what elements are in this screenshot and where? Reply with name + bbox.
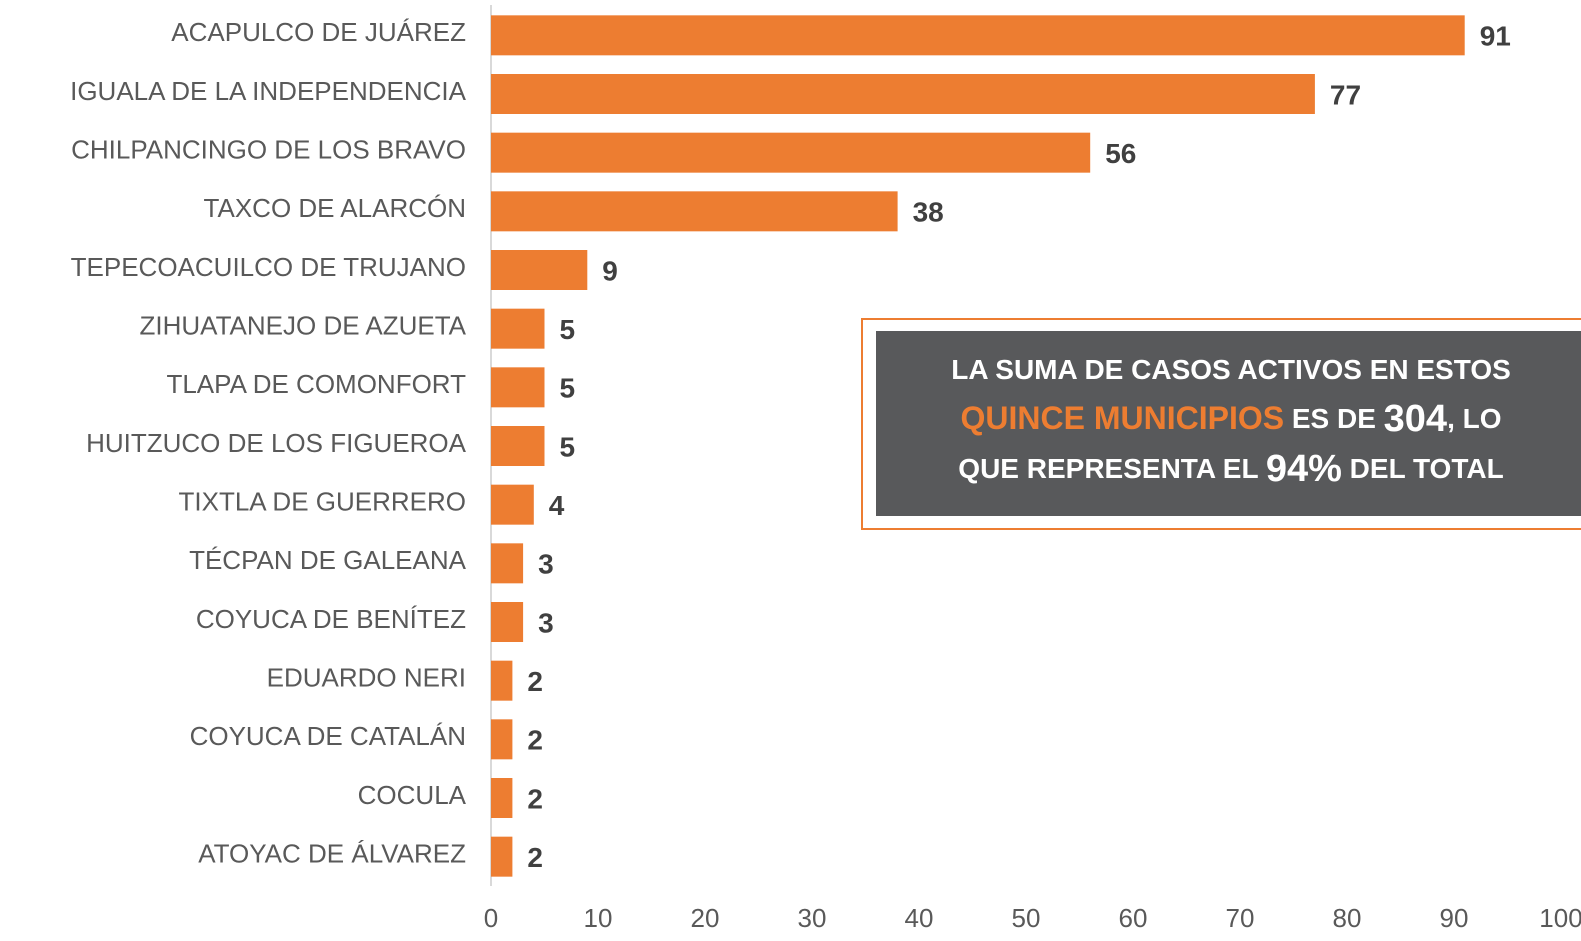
x-tick-label: 50 xyxy=(1012,903,1041,933)
bar xyxy=(491,308,545,349)
y-tick-label: HUITZUCO DE LOS FIGUEROA xyxy=(86,428,467,458)
y-tick-label: CHILPANCINGO DE LOS BRAVO xyxy=(71,135,466,165)
value-label: 5 xyxy=(560,431,576,462)
x-tick-label: 30 xyxy=(798,903,827,933)
bar xyxy=(491,484,534,525)
y-tick-label: TÉCPAN DE GALEANA xyxy=(189,545,467,575)
bar xyxy=(491,367,545,408)
bar xyxy=(491,191,898,232)
x-tick-label: 20 xyxy=(691,903,720,933)
value-label: 3 xyxy=(538,607,554,638)
annotation-number: 94% xyxy=(1266,448,1342,490)
bar xyxy=(491,426,545,466)
bar xyxy=(491,836,513,877)
y-tick-label: ATOYAC DE ÁLVAREZ xyxy=(198,839,466,869)
value-label: 2 xyxy=(527,783,543,814)
annotation-line: LA SUMA DE CASOS ACTIVOS EN ESTOS xyxy=(951,354,1511,385)
value-label: 4 xyxy=(549,490,565,521)
value-label: 2 xyxy=(527,725,543,756)
y-tick-label: TIXTLA DE GUERRERO xyxy=(179,487,467,517)
annotation-line: QUE REPRESENTA EL 94% DEL TOTAL xyxy=(958,448,1503,490)
bar xyxy=(491,778,513,818)
y-tick-label: COYUCA DE CATALÁN xyxy=(190,721,466,751)
value-label: 5 xyxy=(560,373,576,404)
annotation-box xyxy=(876,331,1581,516)
annotation-text: QUE REPRESENTA EL xyxy=(958,453,1266,484)
value-label: 56 xyxy=(1105,138,1136,169)
y-tick-label: COCULA xyxy=(358,780,467,810)
value-label: 2 xyxy=(527,666,543,697)
bar xyxy=(491,15,1465,56)
annotation-line: QUINCE MUNICIPIOS ES DE 304, LO xyxy=(960,398,1501,440)
value-label: 3 xyxy=(538,549,554,580)
x-tick-label: 70 xyxy=(1226,903,1255,933)
y-tick-label: COYUCA DE BENÍTEZ xyxy=(196,604,466,634)
y-tick-label: EDUARDO NERI xyxy=(267,663,466,693)
bar xyxy=(491,250,588,290)
x-tick-label: 60 xyxy=(1119,903,1148,933)
y-tick-label: ZIHUATANEJO DE AZUETA xyxy=(140,311,467,341)
x-tick-label: 100 xyxy=(1539,903,1581,933)
x-tick-label: 10 xyxy=(584,903,613,933)
value-label: 2 xyxy=(527,842,543,873)
bar xyxy=(491,74,1315,114)
value-label: 5 xyxy=(560,314,576,345)
x-tick-label: 40 xyxy=(905,903,934,933)
bar xyxy=(491,660,513,701)
annotation-number: 304 xyxy=(1384,398,1447,440)
y-tick-label: TEPECOACUILCO DE TRUJANO xyxy=(71,252,466,282)
value-label: 38 xyxy=(913,197,944,228)
bar xyxy=(491,719,513,760)
annotation-text: ES DE xyxy=(1284,403,1384,434)
value-label: 9 xyxy=(602,255,618,286)
value-label: 77 xyxy=(1330,79,1361,110)
y-tick-label: TLAPA DE COMONFORT xyxy=(166,369,466,399)
x-tick-label: 80 xyxy=(1333,903,1362,933)
x-tick-label: 90 xyxy=(1440,903,1469,933)
annotation-text: , LO xyxy=(1447,403,1501,434)
bar xyxy=(491,602,524,642)
y-tick-label: IGUALA DE LA INDEPENDENCIA xyxy=(70,76,467,106)
bar xyxy=(491,543,524,584)
annotation-highlight: QUINCE MUNICIPIOS xyxy=(960,400,1284,436)
y-tick-label: TAXCO DE ALARCÓN xyxy=(204,193,466,223)
annotation-text: DEL TOTAL xyxy=(1342,453,1504,484)
value-label: 91 xyxy=(1480,21,1511,52)
bar xyxy=(491,132,1091,173)
x-tick-label: 0 xyxy=(484,903,498,933)
annotation-text: LA SUMA DE CASOS ACTIVOS EN ESTOS xyxy=(951,354,1511,385)
annotation: LA SUMA DE CASOS ACTIVOS EN ESTOS QUINCE… xyxy=(861,318,1581,530)
y-tick-label: ACAPULCO DE JUÁREZ xyxy=(171,17,466,47)
